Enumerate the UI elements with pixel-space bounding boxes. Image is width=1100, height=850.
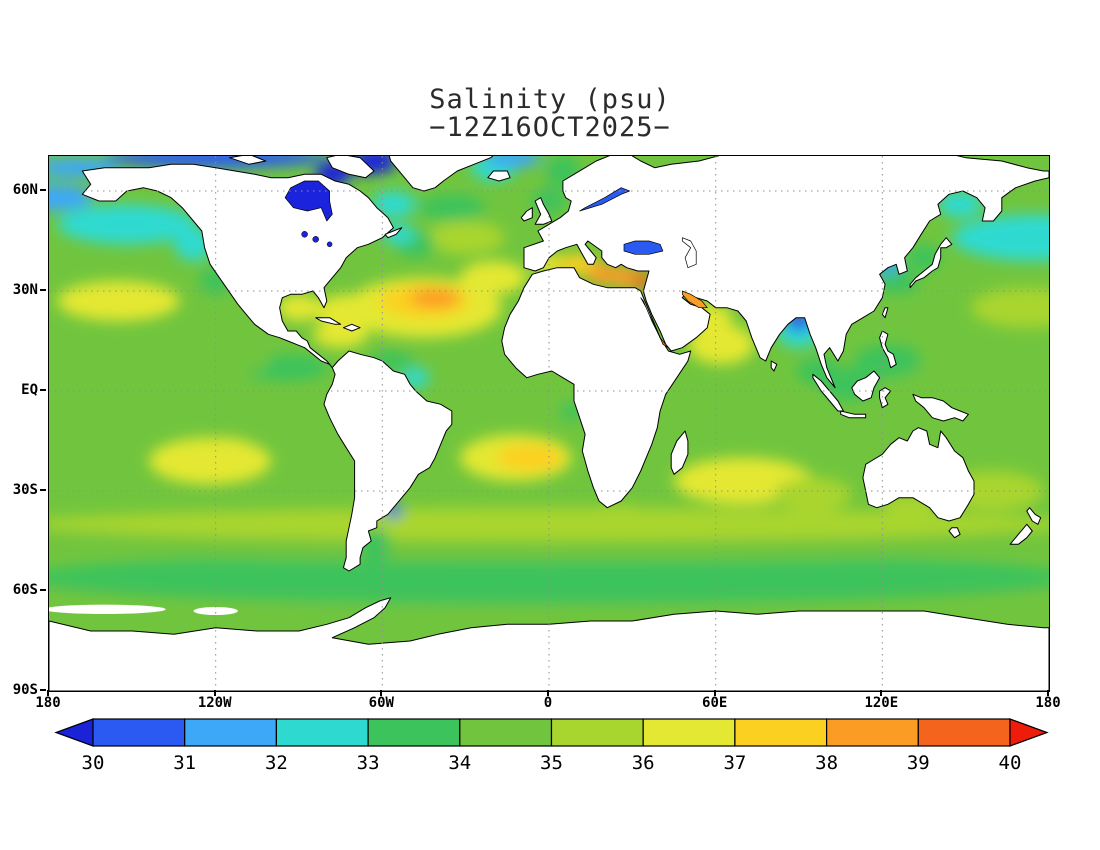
lat-tick bbox=[40, 289, 46, 291]
colorbar-tick-label: 33 bbox=[356, 752, 380, 774]
lat-tick-label: EQ bbox=[21, 382, 38, 398]
lat-tick-label: 90S bbox=[12, 682, 38, 698]
lon-tick bbox=[1047, 690, 1049, 696]
land-nz-north bbox=[1026, 507, 1042, 525]
colorbar-tick-label: 35 bbox=[540, 752, 563, 774]
land-sri-lanka bbox=[770, 360, 778, 372]
colorbar-labels: 30 31 32 33 34 35 36 37 38 39 40 bbox=[50, 752, 1050, 778]
plot-title: Salinity (psu) bbox=[429, 84, 671, 115]
colorbar-cell bbox=[825, 718, 919, 747]
land-antarctica bbox=[49, 597, 1049, 691]
lat-tick bbox=[40, 589, 46, 591]
land-japan bbox=[909, 237, 953, 289]
colorbar-cell bbox=[550, 718, 644, 747]
lat-tick-label: 30N bbox=[12, 282, 38, 298]
colorbar-tick-label: 40 bbox=[998, 752, 1022, 774]
map-plot bbox=[48, 155, 1050, 692]
land-great-britain bbox=[534, 197, 553, 225]
sea-ice-patch bbox=[49, 604, 166, 614]
sea-ice-patch bbox=[193, 607, 238, 615]
colorbar-cell bbox=[917, 718, 1011, 747]
lon-tick-label: 60E bbox=[702, 695, 728, 711]
colorbar-cell bbox=[642, 718, 736, 747]
colorbar-tick-label: 34 bbox=[448, 752, 472, 774]
lat-tick-label: 60S bbox=[12, 582, 38, 598]
lon-tick bbox=[213, 690, 216, 696]
land-hispaniola bbox=[342, 323, 361, 332]
land-tasmania bbox=[948, 527, 961, 539]
land-newfoundland bbox=[384, 227, 403, 239]
land-borneo bbox=[851, 370, 881, 402]
lon-tick-label: 180 bbox=[35, 695, 61, 711]
land-victoria-island bbox=[229, 156, 267, 165]
land-philippines bbox=[879, 330, 897, 369]
lake bbox=[312, 236, 319, 243]
land-eurasia bbox=[523, 156, 1049, 389]
colorbar-tick-label: 36 bbox=[631, 752, 655, 774]
land-north-america bbox=[81, 163, 394, 369]
land-baffin-island bbox=[326, 156, 375, 179]
plot-subtitle: −12Z16OCT2025− bbox=[429, 112, 671, 143]
colorbar-cell bbox=[92, 718, 186, 747]
colorbar-svg bbox=[54, 718, 1049, 747]
land-madagascar bbox=[670, 430, 689, 475]
colorbar-cell bbox=[367, 718, 461, 747]
colorbar-cell bbox=[459, 718, 553, 747]
colorbar-cell bbox=[184, 718, 277, 747]
lon-tick bbox=[380, 690, 383, 696]
lon-tick-label: 60W bbox=[368, 695, 394, 711]
lat-tick-label: 30S bbox=[12, 482, 38, 498]
lake bbox=[301, 231, 308, 238]
lat-tick bbox=[40, 389, 46, 391]
lat-tick bbox=[40, 689, 46, 691]
colorbar-tick-label: 31 bbox=[173, 752, 197, 774]
land-java bbox=[840, 410, 867, 419]
colorbar-arrow-left bbox=[54, 718, 94, 747]
lake bbox=[326, 241, 333, 248]
lon-tick bbox=[880, 690, 883, 696]
land-cuba bbox=[315, 317, 342, 325]
colorbar-tick-label: 37 bbox=[723, 752, 747, 774]
land-nz-south bbox=[1009, 523, 1033, 545]
lon-axis: 180 120W 60W 0 60E 120E 180 bbox=[35, 690, 1061, 718]
lon-tick bbox=[713, 690, 716, 696]
lat-axis: 60N 30N EQ 30S 60S 90S bbox=[0, 155, 46, 698]
colorbar-cell bbox=[275, 718, 369, 747]
land-iceland bbox=[487, 170, 511, 182]
colorbar-arrow-right bbox=[1009, 718, 1049, 747]
lon-tick bbox=[547, 690, 549, 696]
red-sea bbox=[640, 297, 669, 349]
colorbar-tick-label: 32 bbox=[264, 752, 288, 774]
lat-tick bbox=[40, 189, 46, 191]
lon-tick-label: 0 bbox=[543, 695, 553, 711]
land-south-america bbox=[323, 350, 453, 572]
black-sea bbox=[623, 240, 664, 255]
baltic-sea bbox=[579, 187, 630, 212]
persian-gulf bbox=[681, 290, 708, 309]
colorbar-cell bbox=[734, 718, 828, 747]
land-africa bbox=[501, 267, 692, 509]
lon-tick bbox=[47, 690, 49, 696]
land-ireland bbox=[520, 207, 533, 222]
land-australia bbox=[862, 427, 975, 522]
lat-tick-label: 60N bbox=[12, 182, 38, 198]
lat-tick bbox=[40, 489, 46, 491]
caspian-sea bbox=[681, 237, 697, 269]
colorbar-tick-label: 38 bbox=[815, 752, 839, 774]
salinity-map bbox=[49, 156, 1049, 691]
colorbar-tick-label: 30 bbox=[81, 752, 105, 774]
land-greenland bbox=[388, 156, 494, 192]
colorbar-tick-label: 39 bbox=[906, 752, 930, 774]
lon-tick-label: 120W bbox=[197, 695, 232, 711]
land-new-guinea bbox=[912, 393, 969, 422]
land-taiwan bbox=[881, 307, 889, 319]
colorbar bbox=[50, 718, 1050, 748]
lon-tick-label: 180 bbox=[1035, 695, 1061, 711]
lon-tick-label: 120E bbox=[864, 695, 899, 711]
